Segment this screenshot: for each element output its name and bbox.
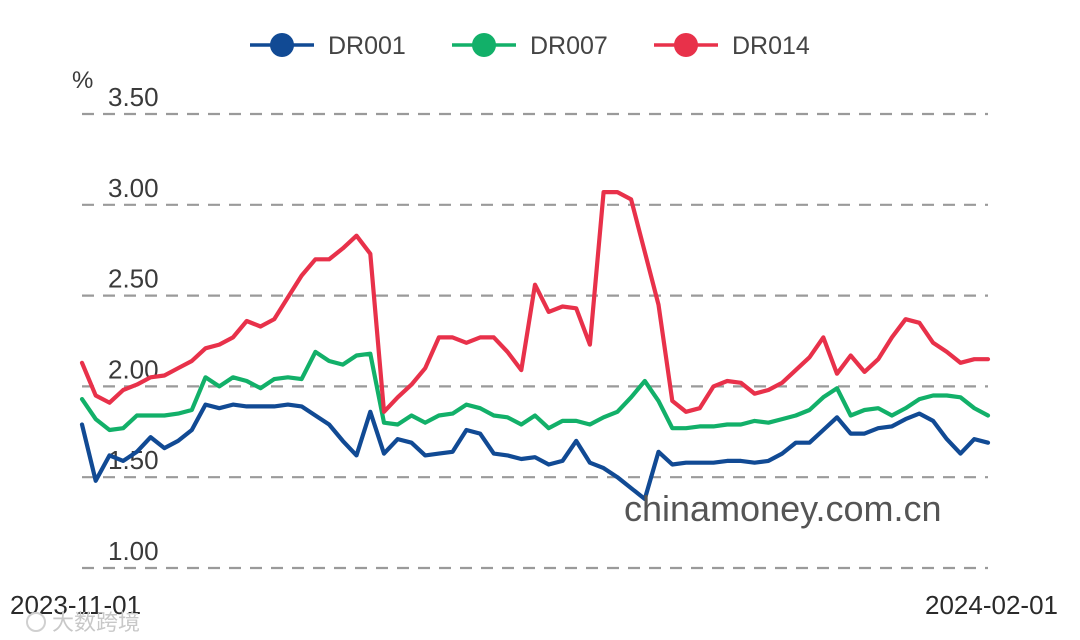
legend-item-dr014[interactable]: DR014 (654, 32, 810, 60)
legend-item-dr007[interactable]: DR007 (452, 32, 608, 60)
legend[interactable]: DR001 DR007 DR014 (250, 32, 810, 60)
y-tick-label: 1.50 (108, 445, 159, 475)
y-tick-label: 3.00 (108, 173, 159, 203)
y-tick-label: 1.00 (108, 536, 159, 566)
legend-label: DR014 (732, 32, 810, 60)
legend-marker-icon (270, 33, 294, 57)
camera-logo-icon (26, 612, 46, 632)
legend-item-dr001[interactable]: DR001 (250, 32, 406, 60)
source-watermark-text: 大数跨境 (52, 610, 140, 635)
source-watermark: 大数跨境 (26, 610, 140, 635)
series-line-dr001 (79, 402, 991, 502)
y-tick-label: 2.00 (108, 354, 159, 384)
legend-marker-icon (674, 33, 698, 57)
legend-label: DR007 (530, 32, 608, 60)
y-tick-label: 2.50 (108, 264, 159, 294)
series-line-dr007 (79, 349, 991, 433)
legend-marker-icon (472, 33, 496, 57)
series-lines (79, 190, 991, 502)
legend-label: DR001 (328, 32, 406, 60)
y-tick-label: 3.50 (108, 82, 159, 112)
x-axis-end-label: 2024-02-01 (925, 590, 1058, 620)
watermark-text: chinamoney.com.cn (624, 488, 941, 529)
series-line-dr014 (79, 190, 991, 414)
y-axis-unit: % (72, 67, 93, 94)
y-axis-ticks: 3.50 3.00 2.50 2.00 1.50 1.00 (108, 82, 159, 566)
